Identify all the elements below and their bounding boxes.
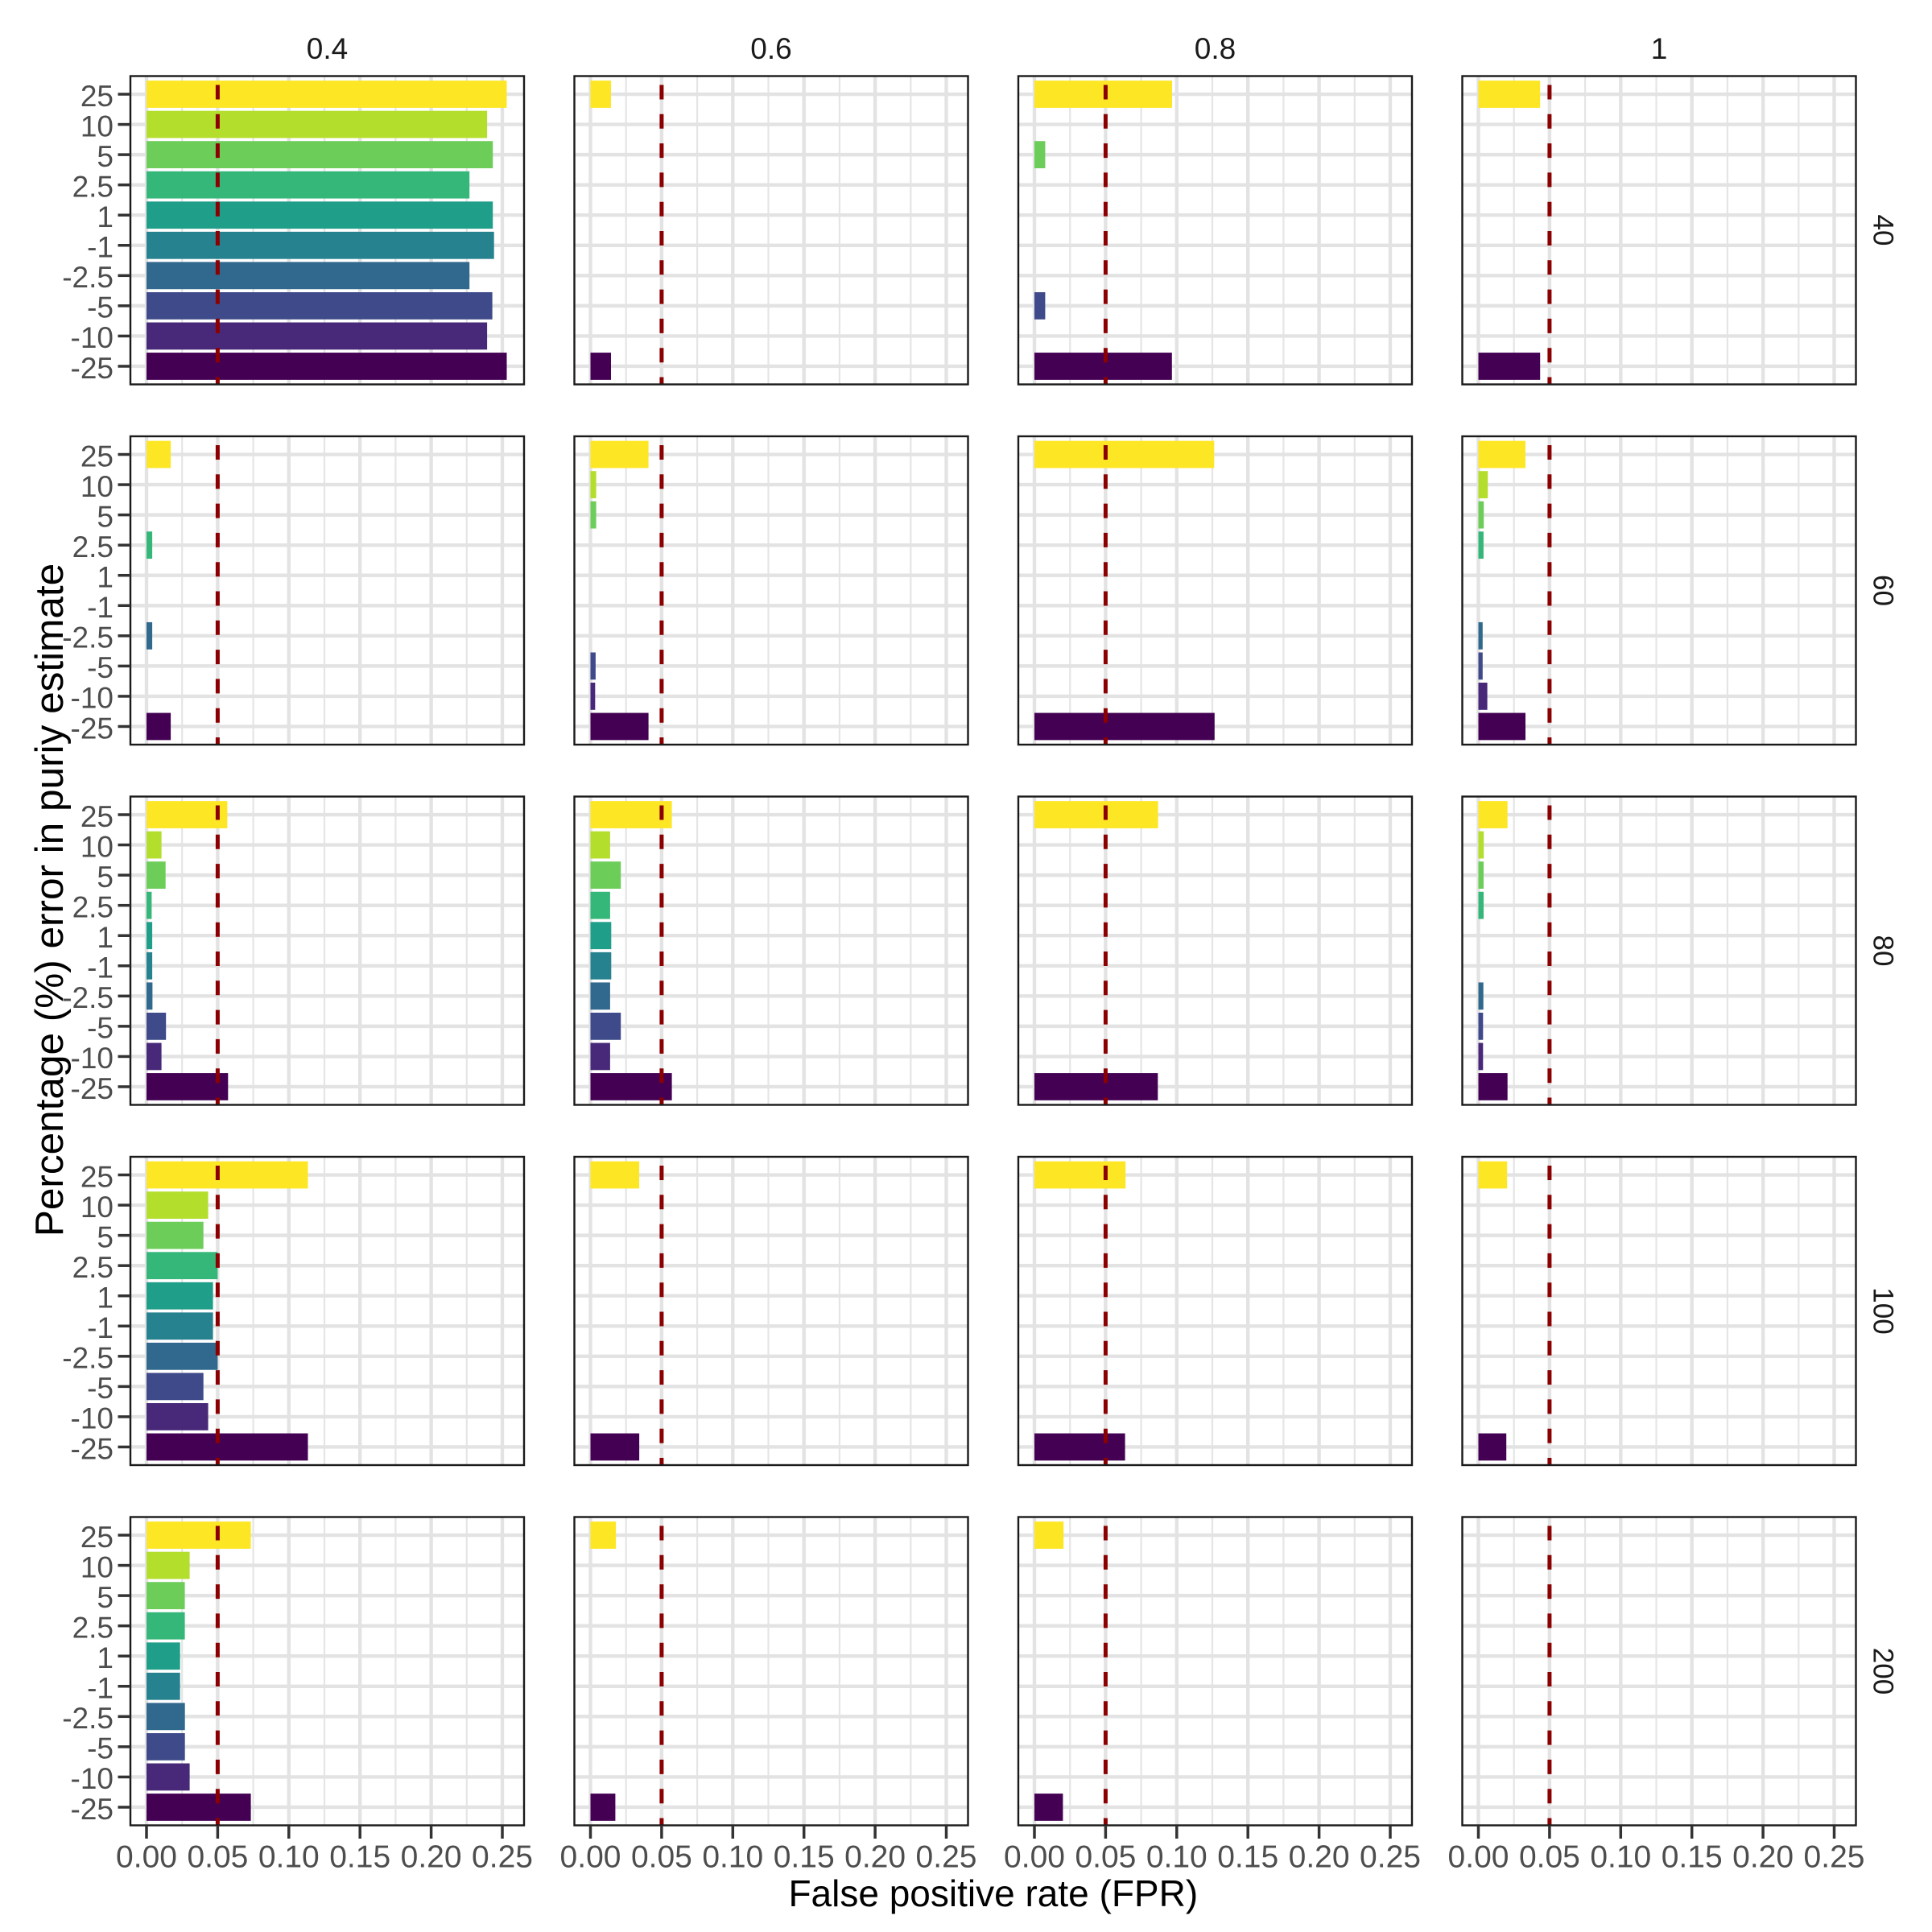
svg-text:-1: -1	[87, 952, 114, 985]
svg-text:-25: -25	[71, 1793, 114, 1826]
svg-text:-5: -5	[87, 651, 114, 684]
svg-text:-25: -25	[71, 1072, 114, 1105]
svg-text:2.5: 2.5	[72, 1251, 114, 1284]
svg-text:200: 200	[1868, 1648, 1899, 1695]
svg-text:-25: -25	[71, 1432, 114, 1465]
svg-text:0.00: 0.00	[1004, 1840, 1065, 1875]
svg-text:25: 25	[80, 800, 114, 833]
svg-text:-10: -10	[71, 321, 114, 354]
svg-text:0.05: 0.05	[1519, 1840, 1580, 1875]
svg-text:1: 1	[97, 1641, 114, 1674]
svg-text:25: 25	[80, 440, 114, 473]
svg-text:10: 10	[80, 1550, 114, 1583]
svg-text:0.10: 0.10	[702, 1840, 763, 1875]
svg-text:10: 10	[80, 109, 114, 142]
svg-text:10: 10	[80, 830, 114, 863]
svg-text:0.00: 0.00	[116, 1840, 177, 1875]
svg-text:0.05: 0.05	[187, 1840, 248, 1875]
svg-text:2.5: 2.5	[72, 891, 114, 924]
svg-text:-10: -10	[71, 1042, 114, 1075]
svg-text:100: 100	[1868, 1287, 1899, 1334]
svg-text:0.25: 0.25	[1360, 1840, 1421, 1875]
svg-text:0.20: 0.20	[1732, 1840, 1794, 1875]
svg-text:2.5: 2.5	[72, 171, 114, 204]
svg-text:0.20: 0.20	[844, 1840, 906, 1875]
svg-text:60: 60	[1868, 575, 1899, 606]
svg-text:2.5: 2.5	[72, 1612, 114, 1645]
svg-text:0.25: 0.25	[472, 1840, 533, 1875]
svg-text:1: 1	[97, 561, 114, 594]
svg-text:0.00: 0.00	[560, 1840, 621, 1875]
svg-text:2.5: 2.5	[72, 530, 114, 564]
svg-text:25: 25	[80, 80, 114, 113]
svg-text:0.10: 0.10	[258, 1840, 320, 1875]
svg-text:10: 10	[80, 1191, 114, 1224]
svg-text:5: 5	[97, 1220, 114, 1253]
svg-text:-1: -1	[87, 1311, 114, 1344]
svg-text:-10: -10	[71, 1762, 114, 1795]
svg-text:-5: -5	[87, 291, 114, 324]
svg-text:-1: -1	[87, 1672, 114, 1705]
svg-text:0.6: 0.6	[750, 32, 791, 65]
svg-text:-5: -5	[87, 1732, 114, 1765]
svg-text:40: 40	[1868, 215, 1899, 246]
svg-text:-25: -25	[71, 712, 114, 745]
svg-text:80: 80	[1868, 935, 1899, 967]
svg-text:1: 1	[1651, 32, 1668, 65]
svg-text:1: 1	[97, 1282, 114, 1315]
svg-text:-10: -10	[71, 682, 114, 715]
svg-text:1: 1	[97, 921, 114, 954]
svg-text:-2.5: -2.5	[62, 621, 114, 654]
svg-text:-2.5: -2.5	[62, 1702, 114, 1735]
svg-text:-5: -5	[87, 1372, 114, 1405]
svg-text:-2.5: -2.5	[62, 1342, 114, 1375]
svg-text:False positive rate (FPR): False positive rate (FPR)	[788, 1872, 1198, 1914]
svg-text:Percentage (%) error in puriy: Percentage (%) error in puriy estimate	[27, 564, 72, 1236]
svg-text:25: 25	[80, 1521, 114, 1554]
svg-text:-1: -1	[87, 231, 114, 264]
svg-text:-5: -5	[87, 1012, 114, 1045]
svg-text:1: 1	[97, 200, 114, 233]
svg-text:-25: -25	[71, 352, 114, 385]
svg-text:5: 5	[97, 140, 114, 173]
svg-text:0.15: 0.15	[774, 1840, 835, 1875]
svg-text:0.10: 0.10	[1146, 1840, 1208, 1875]
svg-text:0.05: 0.05	[1075, 1840, 1136, 1875]
svg-text:25: 25	[80, 1160, 114, 1193]
svg-text:-10: -10	[71, 1402, 114, 1435]
svg-text:0.20: 0.20	[401, 1840, 462, 1875]
svg-text:0.25: 0.25	[916, 1840, 977, 1875]
svg-text:0.20: 0.20	[1289, 1840, 1350, 1875]
svg-text:-2.5: -2.5	[62, 981, 114, 1014]
svg-text:0.8: 0.8	[1195, 32, 1236, 65]
svg-text:0.00: 0.00	[1448, 1840, 1509, 1875]
svg-text:10: 10	[80, 470, 114, 503]
svg-text:-1: -1	[87, 591, 114, 624]
svg-text:-2.5: -2.5	[62, 261, 114, 294]
svg-text:0.25: 0.25	[1804, 1840, 1865, 1875]
svg-text:0.05: 0.05	[631, 1840, 692, 1875]
svg-text:0.4: 0.4	[307, 32, 348, 65]
svg-text:5: 5	[97, 1581, 114, 1614]
svg-text:5: 5	[97, 500, 114, 533]
svg-text:0.15: 0.15	[329, 1840, 390, 1875]
svg-text:5: 5	[97, 861, 114, 894]
svg-text:0.15: 0.15	[1217, 1840, 1278, 1875]
svg-text:0.15: 0.15	[1662, 1840, 1723, 1875]
svg-text:0.10: 0.10	[1590, 1840, 1651, 1875]
